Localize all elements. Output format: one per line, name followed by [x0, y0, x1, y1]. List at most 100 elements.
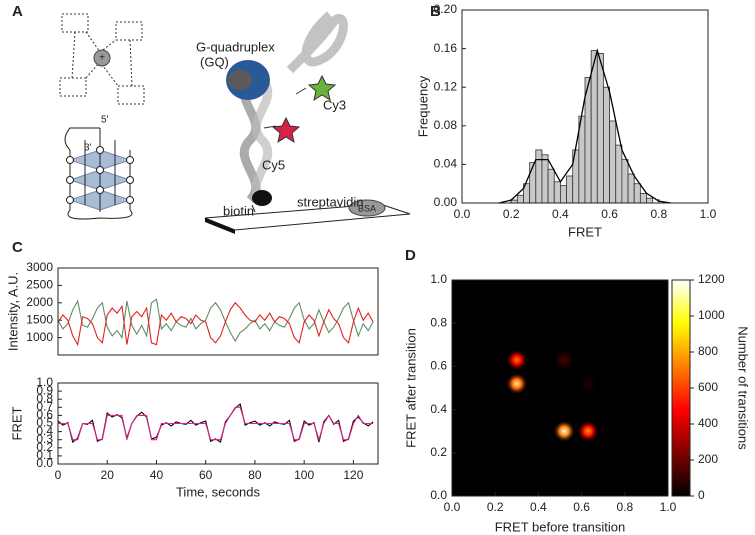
chart: 0 20 40 60 80 100 1200.00.10.20.30.40.50.60.70… — [9, 375, 379, 499]
bar — [535, 149, 543, 204]
plot-frame — [57, 382, 379, 465]
colorbar-tick-label: 1200 — [698, 272, 725, 286]
x-tick-label: 0.8 — [650, 207, 667, 221]
bar — [584, 77, 592, 204]
y-tick-label: 3000 — [26, 260, 53, 274]
x-tick-label: 0.6 — [601, 207, 618, 221]
y-tick-label: 0.6 — [430, 359, 447, 373]
x-tick-label: 0.4 — [552, 207, 569, 221]
bar — [560, 185, 567, 204]
heat-spot — [553, 420, 576, 443]
y-tick-label: 0.16 — [434, 41, 458, 55]
x-tick-label: 80 — [248, 468, 262, 482]
bsa-label: BSA — [358, 203, 376, 213]
chart: 0.0 0.2 0.4 0.6 0.8 1.0 0.00 0.04 0.08 0.12 0.16 0.… — [415, 2, 716, 239]
gq-label: (GQ) — [200, 54, 229, 69]
x-axis-label: FRET before transition — [495, 519, 626, 534]
colorbar-label: Number of transitions — [736, 326, 751, 450]
bar — [609, 120, 617, 204]
bar — [621, 159, 629, 204]
x-tick-label: 0.4 — [530, 500, 547, 514]
x-tick-label: 120 — [343, 468, 363, 482]
x-tick-label: 100 — [294, 468, 314, 482]
y-tick-label: 0.8 — [430, 315, 447, 329]
colorbar — [671, 279, 691, 497]
series-line — [58, 406, 374, 442]
y-axis-label: FRET after transition — [403, 328, 418, 448]
chart: 0.0 0.2 0.4 0.6 0.8 1.0 0.0 0.2 0.4 0.6 0.8 1.0 FRET… — [403, 272, 750, 534]
bar — [627, 173, 635, 204]
y-tick-label: 1500 — [26, 312, 53, 326]
bar — [553, 181, 561, 204]
x-tick-label: 0.0 — [444, 500, 461, 514]
five-prime: 5' — [101, 115, 109, 126]
heat-spot — [577, 372, 600, 395]
bar — [541, 154, 549, 204]
y-tick-label: 0.8 — [36, 391, 53, 405]
y-tick-label: 0.0 — [36, 456, 53, 470]
y-tick-label: 0.3 — [36, 432, 53, 446]
y-tick-label: 0.2 — [36, 440, 53, 454]
bar — [615, 144, 623, 204]
y-axis-label: FRET — [9, 406, 24, 440]
colorbar-tick-label: 0 — [698, 488, 705, 502]
x-axis-label: FRET — [568, 224, 602, 239]
x-tick-label: 0.6 — [573, 500, 590, 514]
panel-label: B — [430, 3, 441, 20]
x-axis-label: Time, seconds — [176, 484, 261, 499]
y-tick-label: 1.0 — [36, 375, 53, 389]
quadruplex-schematic — [64, 127, 134, 220]
y-tick-label: 0.00 — [434, 195, 458, 209]
panel-label: A — [12, 3, 23, 20]
plot-background — [452, 280, 668, 496]
bar — [603, 86, 611, 204]
fit-line — [498, 48, 672, 204]
panel-label: C — [12, 239, 23, 256]
y-tick-label: 0.4 — [36, 424, 53, 438]
colorbar-tick-label: 1000 — [698, 308, 725, 322]
heat-spot — [505, 372, 528, 395]
y-axis-label: Intensity, A.U. — [5, 272, 20, 351]
biotin-label: biotin — [223, 203, 254, 218]
three-prime: 3' — [84, 143, 92, 154]
cy3-label: Cy3 — [323, 97, 346, 112]
plot-frame — [57, 267, 379, 356]
x-tick-label: 60 — [199, 468, 213, 482]
x-tick-label: 0.2 — [487, 500, 504, 514]
streptavidin-label: streptavidin — [297, 194, 363, 209]
bar — [596, 53, 604, 204]
heat-spot — [505, 348, 528, 371]
series-line — [57, 298, 374, 343]
y-tick-label: 2500 — [26, 278, 53, 292]
bar — [639, 192, 647, 204]
series-line — [57, 301, 374, 347]
colorbar-tick-label: 800 — [698, 344, 718, 358]
y-tick-label: 0.5 — [36, 416, 53, 430]
y-tick-label: 0.9 — [36, 383, 53, 397]
plot-frame — [461, 9, 709, 204]
chart: 1000 1500 2000 2500 3000 Intensity, A.U. — [5, 260, 379, 356]
heat-spot — [553, 348, 576, 371]
y-tick-label: 0.20 — [434, 2, 458, 16]
y-tick-label: 0.6 — [36, 408, 53, 422]
colorbar-tick-label: 200 — [698, 452, 718, 466]
y-tick-label: 0.04 — [434, 157, 458, 171]
y-tick-label: 1.0 — [430, 272, 447, 286]
y-tick-label: 0.0 — [430, 488, 447, 502]
x-tick-label: 20 — [101, 468, 115, 482]
x-tick-label: 0 — [55, 468, 62, 482]
bar — [566, 175, 574, 204]
bar — [590, 50, 598, 204]
bar — [633, 183, 641, 204]
gq-label: G-quadruplex — [196, 39, 275, 54]
panel-label: D — [405, 247, 416, 264]
y-tick-label: 2000 — [26, 295, 53, 309]
bar — [516, 194, 524, 204]
y-tick-label: 0.12 — [434, 79, 458, 93]
colorbar-tick-label: 400 — [698, 416, 718, 430]
y-tick-label: 0.1 — [36, 448, 53, 462]
bar — [529, 162, 537, 204]
y-tick-label: 0.7 — [36, 399, 53, 413]
bar — [547, 168, 555, 204]
